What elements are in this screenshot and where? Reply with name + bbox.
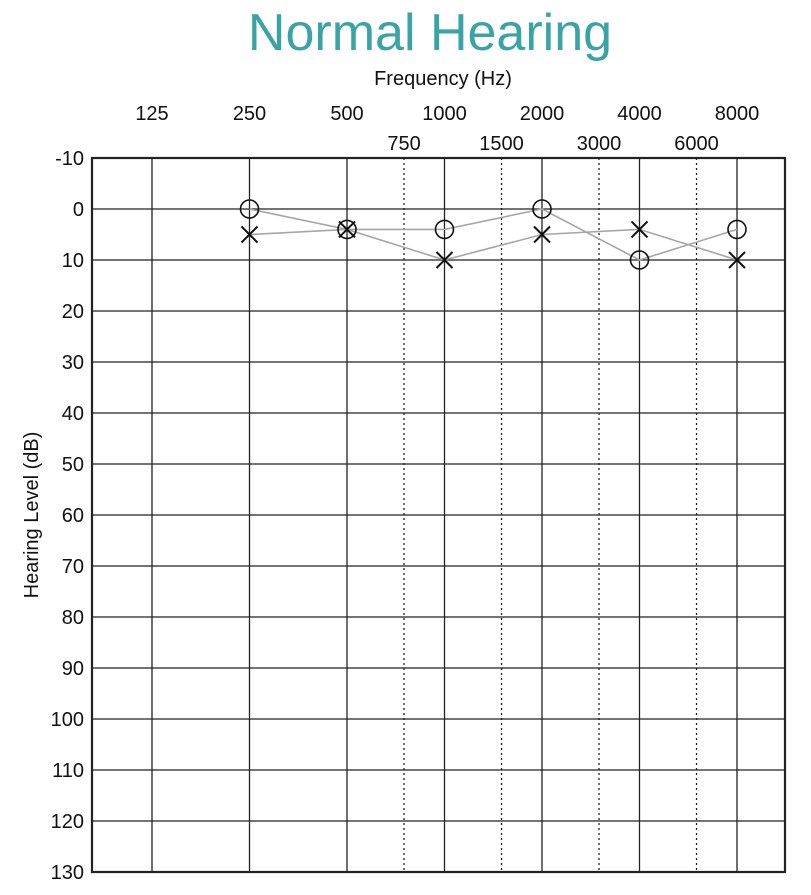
data-point-cross xyxy=(338,220,356,239)
chart-title: Normal Hearing xyxy=(248,4,612,62)
y-tick-label: 100 xyxy=(51,709,84,731)
y-tick-label: 0 xyxy=(73,199,84,221)
y-tick-label: 60 xyxy=(62,505,84,527)
data-point-circle xyxy=(434,219,455,240)
data-point-cross xyxy=(630,220,649,239)
x-tick-label-minor: 1500 xyxy=(479,133,524,155)
x-tick-label: 250 xyxy=(233,103,266,125)
x-tick-label: 2000 xyxy=(520,103,565,125)
x-tick-label: 1000 xyxy=(422,103,467,125)
data-point-circle xyxy=(727,219,747,240)
y-tick-label: 130 xyxy=(51,862,84,884)
y-tick-label: 110 xyxy=(52,760,84,782)
data-point-circle xyxy=(532,199,552,219)
x-axis-title: Frequency (Hz) xyxy=(374,68,512,90)
y-tick-label: 70 xyxy=(62,556,84,578)
data-point-circle xyxy=(239,199,260,219)
series-line-circle xyxy=(249,208,738,261)
x-tick-label: 8000 xyxy=(715,103,760,125)
y-tick-label: 80 xyxy=(62,607,84,629)
y-axis-title: Hearing Level (dB) xyxy=(21,432,43,599)
x-tick-label: 125 xyxy=(135,103,168,125)
y-tick-label: 120 xyxy=(51,811,84,833)
series-line-cross xyxy=(249,228,738,261)
x-tick-label: 500 xyxy=(330,103,363,125)
y-tick-label: 20 xyxy=(62,301,84,323)
data-point-cross xyxy=(533,225,551,244)
data-point-circle xyxy=(629,250,650,270)
plot-frame xyxy=(90,156,787,874)
x-tick-label-minor: 3000 xyxy=(577,133,622,155)
y-tick-label: 90 xyxy=(62,658,84,680)
y-tick-label: 50 xyxy=(62,454,84,476)
y-tick-label: -10 xyxy=(55,148,84,170)
y-tick-label: 30 xyxy=(62,352,84,374)
x-tick-label: 4000 xyxy=(617,103,662,125)
x-tick-label-minor: 6000 xyxy=(674,133,719,155)
data-point-circle xyxy=(337,219,357,240)
data-point-cross xyxy=(435,251,454,269)
x-tick-label-minor: 750 xyxy=(387,133,420,155)
data-point-cross xyxy=(728,251,746,269)
data-point-cross xyxy=(240,225,259,244)
y-tick-label: 40 xyxy=(62,403,84,425)
y-tick-label: 10 xyxy=(62,250,84,272)
